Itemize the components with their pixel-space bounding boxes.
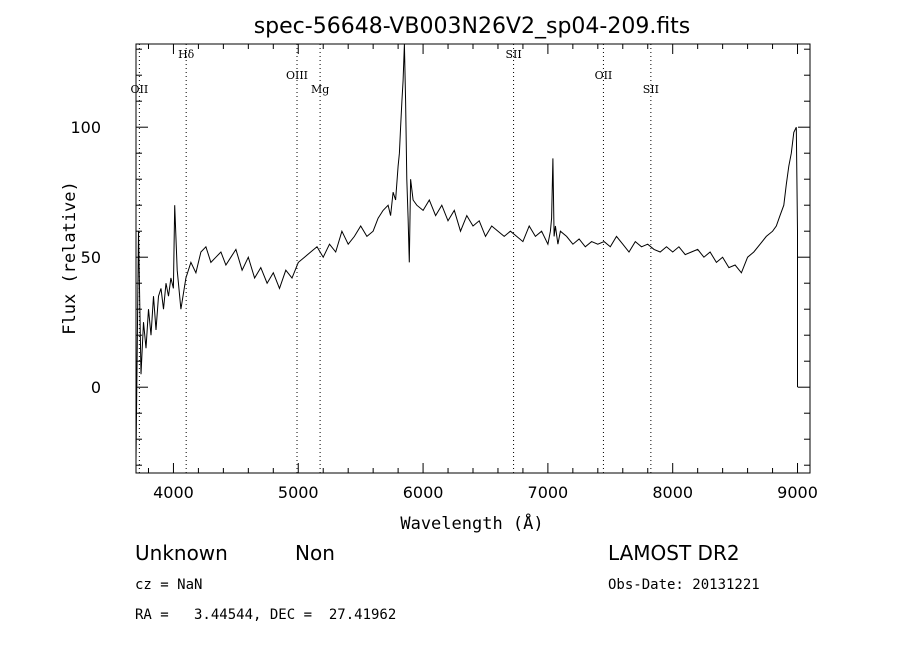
marker-label: Hδ (178, 48, 195, 61)
x-tick-label: 7000 (528, 483, 569, 502)
survey-label: LAMOST DR2 (608, 541, 740, 565)
marker-label: SII (505, 48, 521, 61)
x-tick-label: 6000 (403, 483, 444, 502)
x-axis-label: Wavelength (Å) (400, 512, 543, 534)
y-axis-label: Flux (relative) (60, 181, 80, 335)
x-tick-label: 9000 (777, 483, 818, 502)
spectrum-series-line (135, 43, 798, 461)
ra-dec-text: RA = 3.44544, DEC = 27.41962 (135, 607, 396, 623)
x-axis-ticks: 4000 5000 6000 7000 8000 9000 (147, 44, 818, 502)
x-tick-label: 8000 (652, 483, 693, 502)
plot-frame (135, 43, 811, 474)
y-tick-label: 100 (70, 118, 101, 137)
y-axis-ticks: 0 50 100 (70, 48, 810, 466)
x-tick-label: 5000 (278, 483, 319, 502)
object-subclass-label: Non (295, 541, 335, 565)
x-tick-label: 4000 (153, 483, 194, 502)
chart-title: spec-56648-VB003N26V2_sp04-209.fits (254, 14, 691, 39)
marker-label: OII (131, 83, 149, 96)
obs-date-text: Obs-Date: 20131221 (608, 577, 760, 593)
marker-label: OII (595, 69, 613, 82)
marker-label: Mg (311, 83, 329, 96)
y-tick-label: 0 (91, 378, 101, 397)
y-tick-label: 50 (81, 248, 101, 267)
marker-label: SII (643, 83, 659, 96)
object-class-label: Unknown (135, 541, 228, 565)
cz-text: cz = NaN (135, 577, 202, 593)
marker-label: OIII (286, 69, 308, 82)
